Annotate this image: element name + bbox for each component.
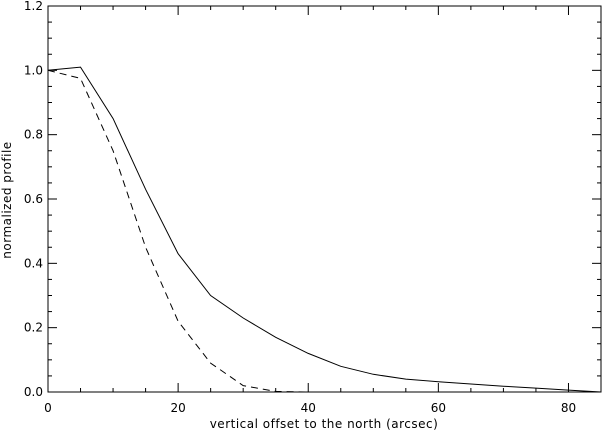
y-tick-label: 1.2 bbox=[24, 0, 43, 13]
plot-area: 0.0 0.2 0.4 0.6 0.8 1.0 1.2 0 20 40 60 80 bbox=[24, 0, 602, 415]
y-tick-label: 0.8 bbox=[24, 128, 43, 142]
dashed-profile-line bbox=[47, 69, 601, 393]
solid-profile-line bbox=[47, 66, 602, 393]
y-tick-label: 0.6 bbox=[24, 192, 43, 206]
plot-frame bbox=[47, 5, 602, 393]
x-tick-label: 40 bbox=[301, 401, 316, 415]
x-tick-label: 0 bbox=[44, 401, 52, 415]
x-tick-label: 60 bbox=[431, 401, 446, 415]
y-tick-label: 1.0 bbox=[24, 63, 43, 77]
y-tick-label: 0.4 bbox=[24, 256, 43, 270]
x-tick-label: 20 bbox=[170, 401, 185, 415]
x-tick-label: 80 bbox=[561, 401, 576, 415]
x-axis-title: vertical offset to the north (arcsec) bbox=[210, 417, 439, 431]
y-axis-title: normalized profile bbox=[0, 141, 14, 258]
y-tick-label: 0.2 bbox=[24, 321, 43, 335]
y-tick-label: 0.0 bbox=[24, 385, 43, 399]
